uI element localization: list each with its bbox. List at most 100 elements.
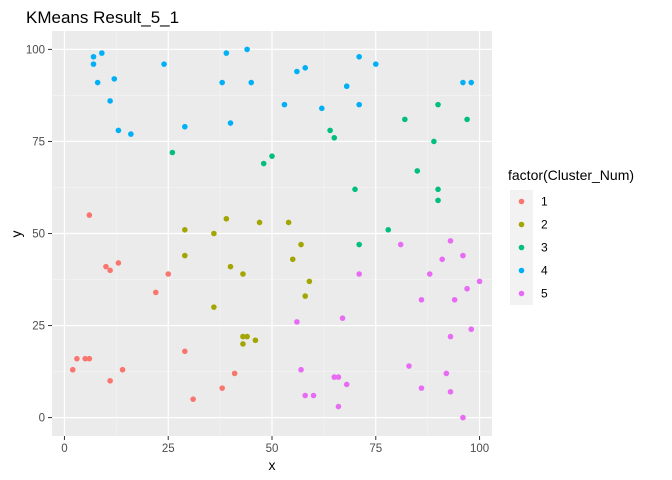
data-point-cluster-3 [327,127,333,134]
data-point-cluster-5 [460,252,466,259]
data-point-cluster-5 [331,374,338,380]
legend-key-2 [518,221,525,228]
data-point-cluster-2 [182,227,188,233]
data-point-cluster-5 [294,319,300,325]
data-point-cluster-4 [372,61,379,67]
data-point-cluster-5 [397,241,404,248]
data-point-cluster-3 [431,138,437,145]
data-point-cluster-4 [343,83,350,90]
data-point-cluster-3 [435,101,441,108]
x-axis-ticks: 0 25 50 75 100 [61,436,489,455]
y-tick-label: 0 [39,413,45,425]
data-point-cluster-1 [69,366,76,373]
data-point-cluster-4 [227,120,234,126]
legend-label-3: 3 [541,241,548,255]
data-point-cluster-2 [223,215,230,222]
data-point-cluster-4 [294,68,300,75]
data-point-cluster-5 [476,278,483,285]
legend-label-5: 5 [541,287,548,301]
data-point-cluster-3 [269,153,275,159]
data-point-cluster-2 [244,333,250,340]
data-point-cluster-2 [240,341,246,347]
data-point-cluster-4 [319,105,325,112]
data-point-cluster-4 [111,76,118,82]
data-point-cluster-5 [298,366,304,373]
data-point-cluster-3 [435,197,441,204]
data-point-cluster-5 [460,414,466,421]
data-point-cluster-5 [447,333,454,340]
data-point-cluster-4 [99,50,105,56]
data-point-cluster-1 [107,267,113,274]
data-point-cluster-5 [356,271,362,277]
legend-title: factor(Cluster_Num) [508,167,634,183]
data-point-cluster-4 [281,101,288,108]
data-point-cluster-3 [352,186,358,193]
data-point-cluster-4 [115,127,122,134]
data-point-cluster-2 [182,252,188,259]
x-tick-label: 100 [470,443,489,455]
legend-key-1 [518,198,525,205]
data-point-cluster-1 [115,260,122,266]
data-point-cluster-2 [240,333,246,340]
data-point-cluster-4 [94,79,101,86]
data-point-cluster-2 [240,271,246,277]
data-point-cluster-5 [335,374,342,380]
data-point-cluster-5 [343,381,350,388]
data-point-cluster-2 [306,278,313,285]
y-tick-label: 50 [32,229,45,241]
data-point-cluster-5 [418,385,425,391]
data-point-cluster-1 [86,212,93,218]
data-point-cluster-4 [128,131,134,137]
data-point-cluster-3 [331,134,338,141]
legend-label-1: 1 [541,195,548,209]
data-point-cluster-5 [418,296,425,303]
data-point-cluster-3 [260,160,267,167]
data-point-cluster-4 [90,61,97,67]
chart-title: KMeans Result_5_1 [26,8,179,27]
data-point-cluster-5 [302,392,309,399]
data-point-cluster-4 [219,79,225,86]
data-point-cluster-5 [447,238,454,244]
x-tick-label: 75 [369,443,382,455]
legend: factor(Cluster_Num) 1 2 3 4 5 [508,167,634,305]
data-points [69,46,483,421]
data-point-cluster-2 [298,241,304,248]
data-point-cluster-5 [464,285,470,292]
data-point-cluster-3 [356,241,362,248]
data-point-cluster-2 [211,230,217,237]
data-point-cluster-2 [256,219,263,226]
data-point-cluster-1 [165,271,172,277]
y-tick-label: 100 [26,44,45,56]
legend-key-3 [518,244,525,251]
data-point-cluster-3 [435,186,441,193]
data-point-cluster-1 [219,385,225,391]
major-gridlines [52,31,492,436]
data-point-cluster-1 [182,348,188,355]
data-point-cluster-1 [86,355,93,362]
data-point-cluster-5 [468,326,475,333]
data-point-cluster-5 [426,271,433,277]
y-axis-title: y [8,231,24,238]
data-point-cluster-1 [119,366,126,373]
y-tick-label: 75 [32,136,45,148]
data-point-cluster-5 [339,315,346,321]
data-point-cluster-4 [460,79,466,86]
data-point-cluster-3 [402,116,408,123]
x-tick-label: 0 [61,443,67,455]
data-point-cluster-4 [248,79,255,86]
y-tick-label: 25 [32,321,45,333]
data-point-cluster-1 [103,263,109,270]
data-point-cluster-3 [169,149,176,156]
x-tick-label: 50 [266,443,279,455]
data-point-cluster-4 [244,46,250,53]
data-point-cluster-5 [447,389,454,395]
data-point-cluster-2 [227,263,234,270]
legend-label-4: 4 [541,264,548,278]
y-axis-ticks: 0 25 50 75 100 [26,44,52,425]
data-point-cluster-4 [302,65,309,71]
data-point-cluster-3 [385,227,392,233]
legend-key-5 [518,290,525,297]
data-point-cluster-1 [74,355,80,362]
data-point-cluster-4 [90,53,97,60]
legend-key-4 [518,267,525,274]
